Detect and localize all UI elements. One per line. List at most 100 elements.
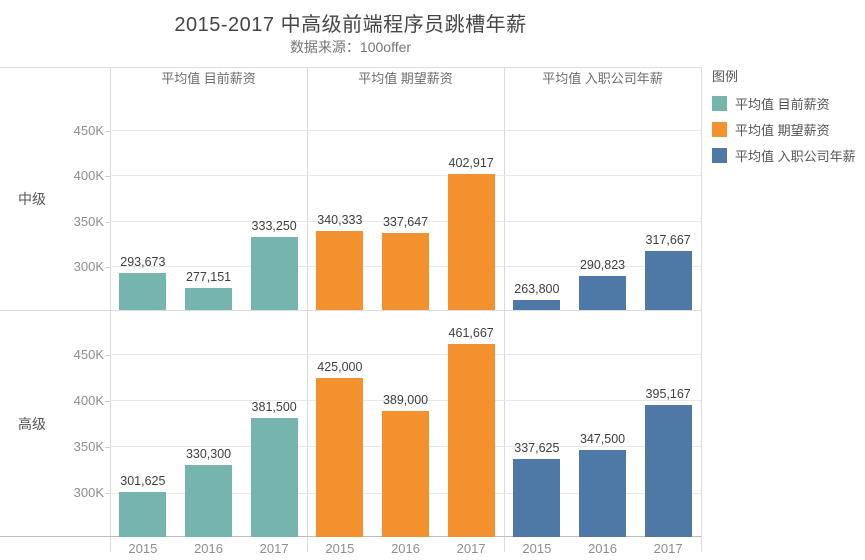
gridline [504, 353, 701, 355]
chart-panel: 263,800 290,823 317,667 [504, 88, 701, 310]
bar[interactable] [119, 492, 167, 537]
bar[interactable] [185, 288, 232, 310]
legend-swatch-icon [712, 96, 727, 111]
y-axis-tick [105, 493, 110, 495]
row-label-senior-level: 高级 [18, 416, 46, 432]
bar[interactable] [382, 233, 429, 310]
bar-value-label: 333,250 [251, 219, 297, 233]
y-axis-tick [105, 130, 110, 132]
legend-item[interactable]: 平均值 期望薪资 [712, 120, 864, 139]
bar[interactable] [185, 465, 232, 537]
bar-value-label: 301,625 [120, 474, 166, 488]
x-tick-label: 2015 [128, 541, 158, 556]
gridline [504, 129, 701, 131]
bar[interactable] [316, 377, 364, 537]
legend-title: 图例 [712, 69, 739, 84]
gridline [504, 175, 701, 177]
gridline [307, 399, 504, 401]
bar-value-label: 337,625 [514, 440, 560, 455]
y-tick-label: 350K [73, 213, 104, 229]
legend-item-label: 平均值 目前薪资 [735, 97, 830, 112]
chart-subtitle: 数据来源：100offer [289, 39, 412, 55]
gridline [307, 175, 504, 177]
bar-value-label: 317,667 [645, 233, 691, 248]
bar-value-label: 293,673 [120, 255, 166, 269]
y-axis-tick [105, 400, 110, 402]
y-tick-label: 350K [73, 439, 104, 455]
legend-item[interactable]: 平均值 入职公司年薪 [712, 146, 864, 165]
bar-value-label: 263,800 [514, 282, 560, 297]
bar[interactable] [447, 173, 495, 310]
header-top-line [0, 67, 701, 68]
y-axis-tick [105, 221, 110, 223]
bar-value-label: 290,823 [579, 257, 626, 272]
x-tick-label: 2017 [653, 541, 683, 556]
legend-items: 平均值 目前薪资平均值 期望薪资平均值 入职公司年薪 [712, 94, 864, 165]
bar[interactable] [447, 343, 495, 537]
bar[interactable] [119, 273, 167, 310]
column-header-expected-salary: 平均值 期望薪资 [358, 71, 453, 86]
legend-swatch-icon [712, 122, 727, 137]
chart-panel: 301,625 330,300 381,500 [110, 311, 307, 537]
bar-value-label: 330,300 [185, 447, 232, 462]
panel-divider [701, 67, 702, 552]
y-tick-label: 300K [73, 259, 104, 275]
x-tick-label: 2016 [391, 541, 420, 556]
bar-value-label: 425,000 [317, 359, 363, 374]
gridline [307, 353, 504, 355]
y-axis-tick [105, 354, 110, 356]
gridline [110, 399, 307, 401]
y-axis-tick [105, 447, 110, 449]
gridline [307, 129, 504, 131]
gridline [504, 399, 701, 401]
row-separator-line [0, 310, 701, 311]
chart-panel: 337,625 347,500 395,167 [504, 311, 701, 537]
bar[interactable] [316, 230, 364, 310]
chart-title: 2015-2017 中高级前端程序员跳槽年薪 [174, 14, 527, 36]
bar-value-label: 337,647 [382, 215, 429, 229]
bar[interactable] [579, 275, 626, 310]
x-tick-label: 2017 [456, 541, 486, 556]
gridline [504, 266, 701, 268]
bar[interactable] [382, 411, 429, 537]
bar[interactable] [579, 449, 626, 537]
panel-divider [504, 67, 505, 552]
panel-divider [110, 67, 111, 552]
y-tick-label: 450K [73, 346, 104, 362]
bar[interactable] [644, 405, 692, 537]
gridline [110, 175, 307, 177]
y-axis-tick [105, 176, 110, 178]
legend: 图例 平均值 目前薪资平均值 期望薪资平均值 入职公司年薪 [712, 66, 864, 172]
legend-item-label: 平均值 入职公司年薪 [735, 149, 856, 164]
bar-value-label: 461,667 [448, 325, 494, 340]
bar[interactable] [250, 418, 298, 537]
column-header-new-company-salary: 平均值 入职公司年薪 [542, 71, 663, 86]
legend-item[interactable]: 平均值 目前薪资 [712, 94, 864, 113]
chart-panel: 293,673 277,151 333,250 [110, 88, 307, 310]
gridline [504, 220, 701, 222]
y-tick-label: 400K [73, 168, 104, 184]
x-tick-label: 2016 [588, 541, 617, 556]
gridline [307, 220, 504, 222]
bar[interactable] [644, 251, 692, 310]
bar-value-label: 402,917 [448, 155, 494, 170]
x-tick-label: 2016 [194, 541, 223, 556]
gridline [110, 353, 307, 355]
y-tick-label: 300K [73, 485, 104, 501]
gridline [110, 266, 307, 268]
y-axis-tick [105, 267, 110, 269]
gridline [110, 220, 307, 222]
x-tick-label: 2015 [522, 541, 552, 556]
bar[interactable] [513, 458, 561, 537]
x-tick-label: 2017 [259, 541, 289, 556]
bar-value-label: 395,167 [645, 387, 691, 402]
column-headers-row: 平均值 目前薪资 平均值 期望薪资 平均值 入职公司年薪 [110, 68, 701, 89]
bar-value-label: 347,500 [579, 431, 626, 446]
bar[interactable] [513, 300, 561, 310]
bar[interactable] [250, 237, 298, 310]
bar-value-label: 277,151 [185, 270, 232, 284]
chart-panel: 340,333 337,647 402,917 [307, 88, 504, 310]
gridline [110, 129, 307, 131]
row-label-mid-level: 中级 [18, 191, 46, 207]
